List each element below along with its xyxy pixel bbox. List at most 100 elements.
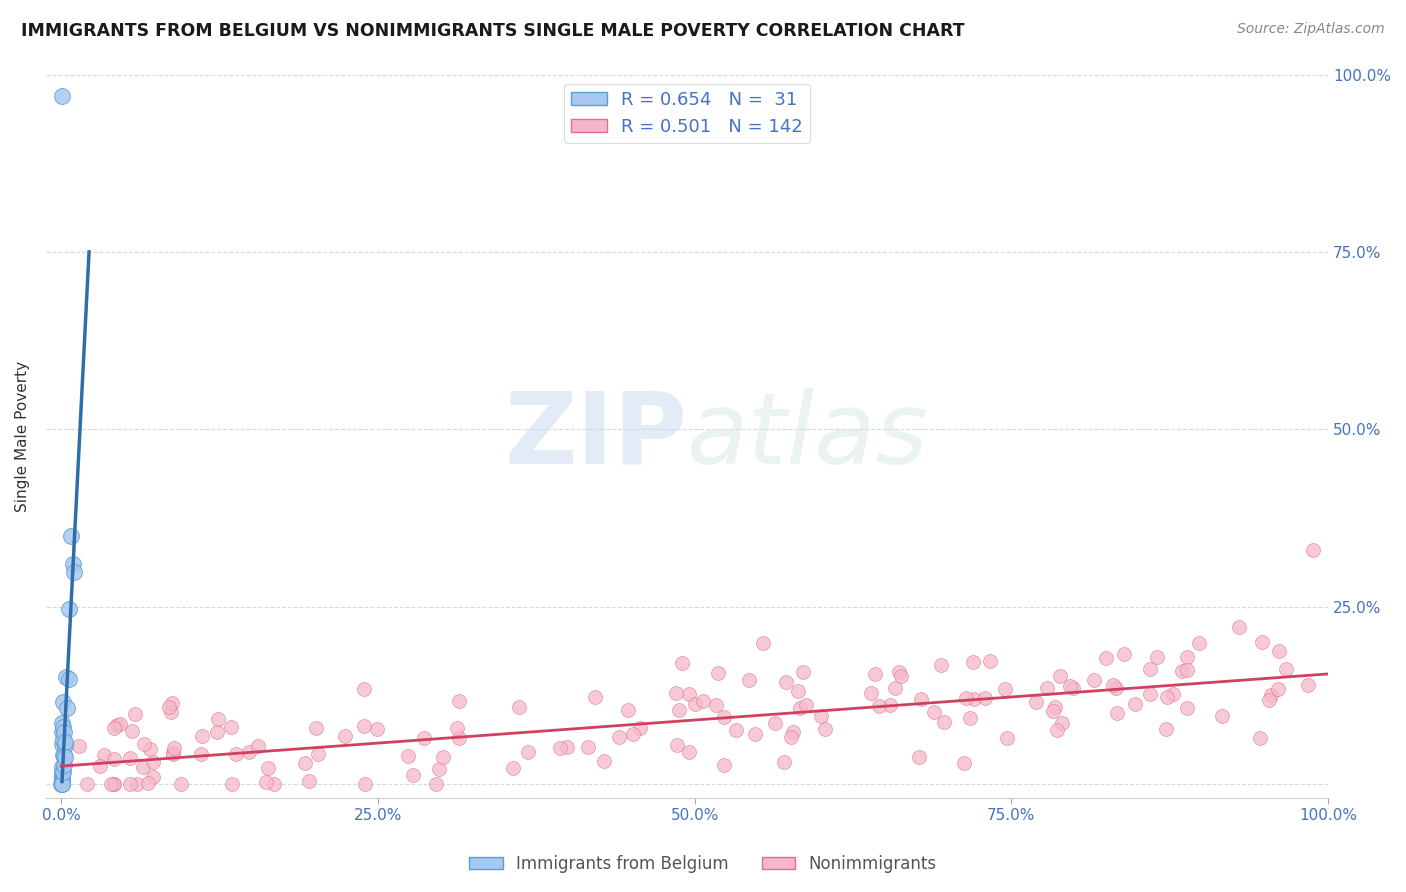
Point: [307, 747, 329, 761]
Point: [1036, 681, 1059, 696]
Point: [396, 749, 419, 764]
Point: [744, 727, 766, 741]
Point: [973, 690, 995, 705]
Point: [121, 723, 143, 738]
Point: [763, 716, 786, 731]
Point: [789, 701, 811, 715]
Point: [160, 706, 183, 720]
Point: [628, 721, 651, 735]
Point: [353, 681, 375, 696]
Point: [929, 658, 952, 673]
Point: [142, 770, 165, 784]
Point: [305, 721, 328, 735]
Point: [51, 732, 73, 747]
Point: [1046, 723, 1069, 737]
Point: [89, 759, 111, 773]
Point: [1059, 679, 1081, 693]
Point: [810, 708, 832, 723]
Point: [366, 722, 388, 736]
Point: [782, 725, 804, 739]
Point: [51, 738, 73, 752]
Point: [138, 776, 160, 790]
Point: [191, 730, 214, 744]
Point: [1083, 673, 1105, 688]
Point: [516, 745, 538, 759]
Point: [447, 731, 470, 745]
Point: [51, 88, 73, 103]
Point: [1049, 669, 1071, 683]
Y-axis label: Single Male Poverty: Single Male Poverty: [15, 360, 30, 512]
Point: [592, 754, 614, 768]
Point: [1094, 651, 1116, 665]
Point: [555, 740, 578, 755]
Point: [738, 673, 761, 688]
Point: [132, 760, 155, 774]
Point: [792, 665, 814, 680]
Point: [110, 717, 132, 731]
Point: [713, 757, 735, 772]
Point: [668, 703, 690, 717]
Point: [1175, 650, 1198, 665]
Point: [1050, 716, 1073, 731]
Point: [67, 739, 90, 754]
Point: [93, 747, 115, 762]
Point: [786, 684, 808, 698]
Point: [1298, 678, 1320, 692]
Point: [1175, 700, 1198, 714]
Point: [53, 738, 76, 752]
Point: [713, 710, 735, 724]
Point: [623, 727, 645, 741]
Point: [190, 747, 212, 761]
Point: [1258, 692, 1281, 706]
Text: IMMIGRANTS FROM BELGIUM VS NONIMMIGRANTS SINGLE MALE POVERTY CORRELATION CHART: IMMIGRANTS FROM BELGIUM VS NONIMMIGRANTS…: [21, 22, 965, 40]
Point: [962, 655, 984, 669]
Point: [706, 698, 728, 713]
Point: [706, 665, 728, 680]
Point: [51, 777, 73, 791]
Point: [865, 667, 887, 681]
Point: [955, 690, 977, 705]
Point: [994, 681, 1017, 696]
Point: [548, 740, 571, 755]
Point: [221, 720, 243, 734]
Point: [959, 711, 981, 725]
Point: [103, 777, 125, 791]
Point: [678, 746, 700, 760]
Point: [51, 764, 73, 779]
Point: [779, 731, 801, 745]
Point: [51, 777, 73, 791]
Point: [62, 565, 84, 579]
Point: [932, 715, 955, 730]
Point: [163, 740, 186, 755]
Point: [1154, 722, 1177, 736]
Point: [52, 757, 75, 772]
Point: [103, 752, 125, 766]
Point: [353, 719, 375, 733]
Point: [1163, 687, 1185, 701]
Point: [725, 723, 748, 737]
Point: [1025, 695, 1047, 709]
Point: [59, 528, 82, 542]
Point: [62, 557, 84, 571]
Point: [979, 654, 1001, 668]
Point: [52, 748, 75, 763]
Point: [794, 698, 817, 713]
Point: [55, 670, 77, 684]
Point: [53, 725, 76, 739]
Point: [427, 762, 450, 776]
Point: [1139, 662, 1161, 676]
Point: [665, 686, 688, 700]
Point: [51, 768, 73, 782]
Point: [425, 777, 447, 791]
Point: [1249, 731, 1271, 746]
Point: [1123, 697, 1146, 711]
Point: [1112, 647, 1135, 661]
Point: [205, 725, 228, 739]
Point: [162, 747, 184, 762]
Point: [402, 768, 425, 782]
Point: [298, 774, 321, 789]
Point: [671, 656, 693, 670]
Point: [887, 665, 910, 679]
Point: [142, 755, 165, 769]
Legend: R = 0.654   N =  31, R = 0.501   N = 142: R = 0.654 N = 31, R = 0.501 N = 142: [564, 84, 810, 143]
